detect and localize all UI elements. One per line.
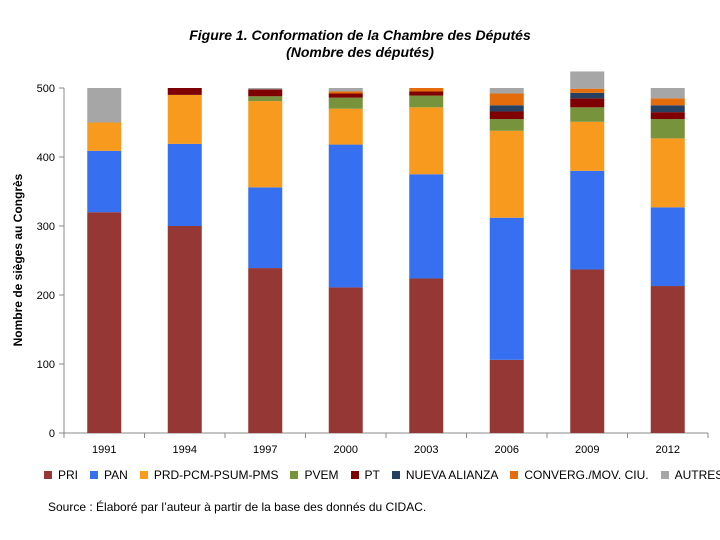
bar-segment bbox=[87, 212, 122, 433]
bar-segment bbox=[248, 101, 283, 188]
y-axis-label: Nombre de sièges au Congrès bbox=[11, 173, 25, 347]
legend-label: PRI bbox=[58, 468, 79, 482]
bar-segment bbox=[167, 226, 202, 433]
bar-segment bbox=[87, 150, 122, 213]
bar-segment bbox=[570, 121, 605, 171]
bar-segment bbox=[87, 88, 122, 123]
bar-segment bbox=[489, 130, 524, 218]
legend-item: PVEM bbox=[290, 468, 339, 482]
source-note: Source : Élaboré par l’auteur à partir d… bbox=[48, 500, 427, 514]
bar-segment bbox=[570, 71, 605, 89]
bar-segment bbox=[570, 88, 605, 93]
legend-item: AUTRES bbox=[660, 468, 720, 482]
legend-item: PAN bbox=[90, 468, 128, 482]
x-tick-label: 2012 bbox=[656, 444, 680, 456]
legend-swatch bbox=[510, 471, 519, 479]
y-tick-label: 400 bbox=[37, 152, 55, 164]
bar-segment bbox=[328, 287, 363, 433]
legend-swatch bbox=[391, 471, 400, 479]
bar-segment bbox=[248, 89, 283, 97]
bar-segment bbox=[409, 107, 444, 175]
y-tick-label: 500 bbox=[37, 83, 55, 95]
legend-label: PT bbox=[364, 468, 380, 482]
legend-swatch bbox=[290, 471, 299, 479]
chart-title: Figure 1. Conformation de la Chambre des… bbox=[189, 27, 531, 43]
bar-segment bbox=[328, 108, 363, 145]
bar-segment bbox=[489, 105, 524, 112]
x-tick-label: 1991 bbox=[92, 444, 116, 456]
legend-item: NUEVA ALIANZA bbox=[391, 468, 499, 482]
x-tick-label: 2006 bbox=[495, 444, 519, 456]
bar-segment bbox=[409, 91, 444, 96]
legend-swatch bbox=[44, 471, 52, 479]
x-tick-label: 2000 bbox=[334, 444, 358, 456]
bar-segment bbox=[409, 174, 444, 279]
x-tick-label: 1997 bbox=[253, 444, 277, 456]
legend-label: PVEM bbox=[304, 468, 339, 482]
legend-label: AUTRES bbox=[674, 468, 720, 482]
y-tick-label: 200 bbox=[37, 290, 55, 302]
bar-segment bbox=[570, 107, 605, 122]
legend-label: NUEVA ALIANZA bbox=[405, 468, 499, 482]
bar-segment bbox=[650, 112, 685, 120]
bar-segment bbox=[328, 144, 363, 288]
bar-segment bbox=[328, 97, 363, 109]
bar-segment bbox=[489, 119, 524, 131]
bar-segment bbox=[167, 94, 202, 144]
bar-segment bbox=[650, 138, 685, 208]
bar-segment bbox=[570, 92, 605, 99]
bar-segment bbox=[570, 269, 605, 433]
y-tick-label: 100 bbox=[37, 359, 55, 371]
bar-segment bbox=[650, 207, 685, 287]
legend: PRI PAN PRD-PCM-PSUM-PMS PVEM PT NUEVA ALIANZ… bbox=[44, 466, 720, 484]
legend-swatch bbox=[350, 471, 359, 479]
bar-segment bbox=[87, 122, 122, 151]
bar-segment bbox=[650, 119, 685, 139]
legend-item: PRI bbox=[44, 468, 78, 482]
bar-segment bbox=[650, 105, 685, 113]
bar-segment bbox=[328, 88, 363, 92]
x-tick-label: 2009 bbox=[575, 444, 599, 456]
x-tick-label: 1994 bbox=[173, 444, 197, 456]
bar-segment bbox=[489, 88, 524, 94]
bar-segment bbox=[167, 88, 202, 95]
bar-segment bbox=[328, 93, 363, 98]
bar-segment bbox=[570, 170, 605, 270]
legend-swatch bbox=[660, 471, 669, 479]
legend-label: PRD-PCM-PSUM-PMS bbox=[153, 468, 279, 482]
bar-segment bbox=[489, 111, 524, 120]
legend-label: PAN bbox=[104, 468, 128, 482]
bar-segment bbox=[167, 143, 202, 226]
bar-segment bbox=[409, 278, 444, 433]
bar-segment bbox=[409, 88, 444, 92]
bar-segment bbox=[248, 96, 283, 102]
legend-item: PRD-PCM-PSUM-PMS bbox=[139, 468, 279, 482]
legend-swatch bbox=[139, 471, 148, 479]
bar-segment bbox=[489, 93, 524, 106]
legend-item: CONVERG./MOV. CIU. bbox=[510, 468, 649, 482]
legend-label: CONVERG./MOV. CIU. bbox=[524, 468, 649, 482]
bar-segment bbox=[328, 91, 363, 94]
bar-segment bbox=[489, 217, 524, 360]
bar-segment bbox=[248, 88, 283, 90]
legend-item: PT bbox=[350, 468, 380, 482]
y-tick-label: 0 bbox=[49, 428, 55, 440]
bar-segment bbox=[248, 268, 283, 433]
y-tick-label: 300 bbox=[37, 221, 55, 233]
bar-segment bbox=[248, 187, 283, 269]
bar-segment bbox=[650, 98, 685, 106]
bar-segment bbox=[409, 95, 444, 108]
x-tick-label: 2003 bbox=[414, 444, 438, 456]
bar-segment bbox=[570, 98, 605, 108]
bar-segment bbox=[650, 286, 685, 433]
legend-swatch bbox=[90, 471, 99, 479]
bar-segment bbox=[489, 359, 524, 433]
chart-subtitle: (Nombre des députés) bbox=[286, 44, 434, 60]
bar-segment bbox=[650, 88, 685, 99]
